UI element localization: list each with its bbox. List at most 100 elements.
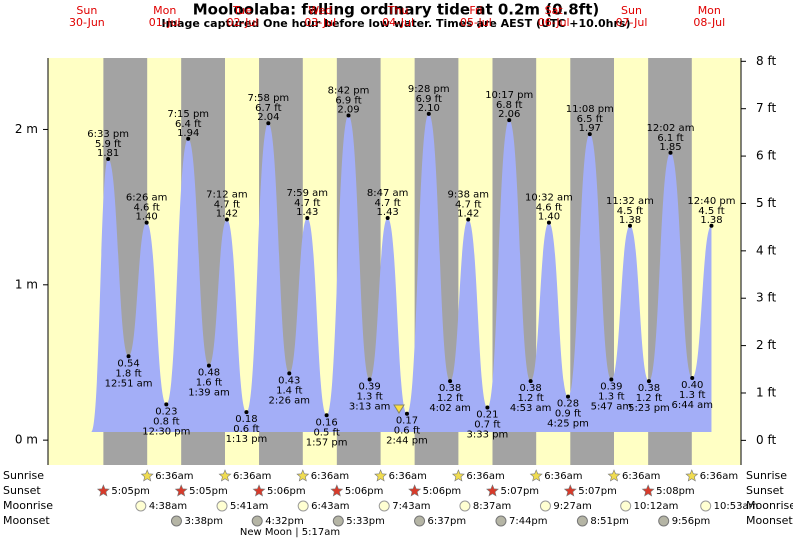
- moonrise-icon: [297, 500, 309, 512]
- tide-height-m: 0.38: [519, 383, 541, 394]
- tide-height-ft: 1.2 ft: [517, 393, 543, 404]
- tide-height-ft: 1.8 ft: [115, 368, 141, 379]
- row-time: 6:36am: [544, 471, 582, 482]
- tide-time: 3:13 am: [349, 402, 391, 413]
- tide-height-ft: 1.3 ft: [598, 392, 624, 403]
- day-name: Wed: [308, 4, 332, 17]
- row-label: Sunrise: [746, 469, 787, 482]
- row-time: 10:53am: [714, 501, 759, 512]
- tide-height-m: 1.94: [177, 128, 199, 139]
- tide-time: 4:02 am: [429, 403, 471, 414]
- y-tick-label: 2 m: [15, 122, 38, 136]
- sunrise-icon: [296, 469, 310, 482]
- tide-height-ft: 1.4 ft: [276, 385, 302, 396]
- y2-tick-label: 3 ft: [756, 291, 776, 305]
- moonrise-icon: [135, 500, 147, 512]
- y2-tick-label: 5 ft: [756, 196, 776, 210]
- row-label: Moonrise: [3, 499, 53, 512]
- tide-time: 1:39 am: [188, 388, 230, 399]
- tide-height-ft: 1.2 ft: [437, 393, 463, 404]
- tide-point: [690, 376, 695, 381]
- day-name: Mon: [698, 4, 721, 17]
- row-label: Moonrise: [746, 499, 793, 512]
- row-time: 5:05pm: [189, 486, 228, 497]
- tide-height-m: 0.28: [557, 399, 579, 410]
- row-time: 8:51pm: [590, 516, 629, 527]
- tide-point: [106, 156, 111, 161]
- row-label: Sunrise: [3, 469, 44, 482]
- tide-time: 8:42 pm: [328, 85, 370, 96]
- row-time: 10:12am: [634, 501, 679, 512]
- tide-time: 1:57 pm: [306, 437, 348, 448]
- tide-point: [324, 413, 329, 418]
- tide-time: 7:58 pm: [247, 93, 289, 104]
- tide-height-m: 0.38: [638, 383, 660, 394]
- tide-point: [566, 394, 571, 399]
- tide-time: 9:28 pm: [408, 84, 450, 95]
- day-name: Tue: [232, 4, 252, 17]
- day-name: Mon: [153, 4, 176, 17]
- tide-point: [668, 150, 673, 155]
- moonrise-icon: [216, 500, 228, 512]
- tide-time: 2:44 pm: [386, 436, 428, 447]
- tide-point: [448, 379, 453, 384]
- tide-height-ft: 4.5 ft: [617, 206, 643, 217]
- row-time: 5:07pm: [500, 486, 539, 497]
- y2-tick-label: 4 ft: [756, 243, 776, 257]
- row-time: 5:41am: [230, 501, 268, 512]
- sunrise-icon: [451, 469, 465, 482]
- tide-height-m: 0.54: [117, 358, 139, 369]
- row-label: Sunset: [746, 484, 784, 497]
- tide-height-ft: 4.7 ft: [294, 198, 320, 209]
- tide-time: 1:13 pm: [226, 434, 268, 445]
- sunset-icon: [408, 484, 422, 497]
- row-time: 9:56pm: [672, 516, 711, 527]
- tide-time: 4:53 am: [510, 403, 552, 414]
- moonset-icon: [658, 515, 670, 527]
- tide-point: [266, 121, 271, 126]
- tide-height-ft: 6.7 ft: [255, 103, 281, 114]
- tide-time: 9:38 am: [447, 190, 489, 201]
- moonrise-icon: [378, 500, 390, 512]
- day-name: Sat: [545, 4, 564, 17]
- tide-height-m: 1.40: [136, 212, 158, 223]
- tide-height-m: 1.38: [700, 215, 722, 226]
- tide-height-m: 0.16: [315, 417, 337, 428]
- tide-height-m: 1.97: [579, 123, 601, 134]
- tide-time: 4:25 pm: [547, 419, 589, 430]
- tide-point: [528, 379, 533, 384]
- moonset-icon: [251, 515, 263, 527]
- y-tick-label: 1 m: [15, 277, 38, 291]
- day-date: 01-Jul: [149, 16, 181, 29]
- tide-height-m: 1.38: [619, 215, 641, 226]
- row-time: 5:33pm: [346, 516, 385, 527]
- sunrise-icon: [607, 469, 621, 482]
- row-time: 5:07pm: [578, 486, 617, 497]
- sunset-icon: [96, 484, 110, 497]
- tide-height-ft: 0.8 ft: [153, 416, 179, 427]
- tide-height-ft: 6.9 ft: [335, 95, 361, 106]
- tide-time: 11:08 pm: [566, 104, 614, 115]
- day-date: 08-Jul: [693, 16, 725, 29]
- moonset-icon: [332, 515, 344, 527]
- tide-height-m: 2.10: [418, 103, 440, 114]
- tide-height-ft: 1.6 ft: [196, 378, 222, 389]
- tide-point: [186, 136, 191, 141]
- tide-height-ft: 6.5 ft: [577, 114, 603, 125]
- tide-point: [627, 223, 632, 228]
- day-name: Sun: [76, 4, 97, 17]
- sunrise-icon: [140, 469, 154, 482]
- tide-height-ft: 1.3 ft: [679, 390, 705, 401]
- tide-point: [646, 379, 651, 384]
- tide-time: 11:32 am: [606, 196, 654, 207]
- y2-tick-label: 7 ft: [756, 101, 776, 115]
- moonset-icon: [495, 515, 507, 527]
- tide-height-ft: 6.4 ft: [175, 119, 201, 130]
- tide-time: 8:47 am: [367, 188, 409, 199]
- tide-height-m: 1.85: [659, 142, 681, 153]
- tide-time: 10:17 pm: [485, 90, 533, 101]
- tide-point: [367, 377, 372, 382]
- tide-height-ft: 0.9 ft: [555, 409, 581, 420]
- row-time: 4:32pm: [265, 516, 304, 527]
